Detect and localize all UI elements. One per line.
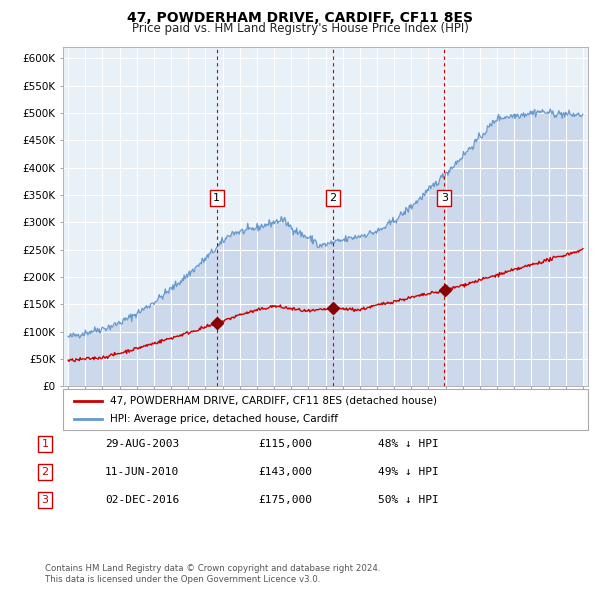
Text: 1: 1 xyxy=(213,193,220,203)
Text: 50% ↓ HPI: 50% ↓ HPI xyxy=(378,496,439,505)
Text: £143,000: £143,000 xyxy=(258,467,312,477)
Text: 1: 1 xyxy=(41,439,49,448)
Text: Contains HM Land Registry data © Crown copyright and database right 2024.: Contains HM Land Registry data © Crown c… xyxy=(45,565,380,573)
Text: HPI: Average price, detached house, Cardiff: HPI: Average price, detached house, Card… xyxy=(110,415,338,424)
Text: 3: 3 xyxy=(441,193,448,203)
Text: £115,000: £115,000 xyxy=(258,439,312,448)
Text: This data is licensed under the Open Government Licence v3.0.: This data is licensed under the Open Gov… xyxy=(45,575,320,584)
Text: 48% ↓ HPI: 48% ↓ HPI xyxy=(378,439,439,448)
Text: £175,000: £175,000 xyxy=(258,496,312,505)
Text: Price paid vs. HM Land Registry's House Price Index (HPI): Price paid vs. HM Land Registry's House … xyxy=(131,22,469,35)
Text: 3: 3 xyxy=(41,496,49,505)
Text: 47, POWDERHAM DRIVE, CARDIFF, CF11 8ES (detached house): 47, POWDERHAM DRIVE, CARDIFF, CF11 8ES (… xyxy=(110,396,437,406)
Text: 29-AUG-2003: 29-AUG-2003 xyxy=(105,439,179,448)
Text: 49% ↓ HPI: 49% ↓ HPI xyxy=(378,467,439,477)
Text: 11-JUN-2010: 11-JUN-2010 xyxy=(105,467,179,477)
Text: 02-DEC-2016: 02-DEC-2016 xyxy=(105,496,179,505)
Text: 2: 2 xyxy=(329,193,337,203)
FancyBboxPatch shape xyxy=(63,389,588,430)
Text: 47, POWDERHAM DRIVE, CARDIFF, CF11 8ES: 47, POWDERHAM DRIVE, CARDIFF, CF11 8ES xyxy=(127,11,473,25)
Text: 2: 2 xyxy=(41,467,49,477)
